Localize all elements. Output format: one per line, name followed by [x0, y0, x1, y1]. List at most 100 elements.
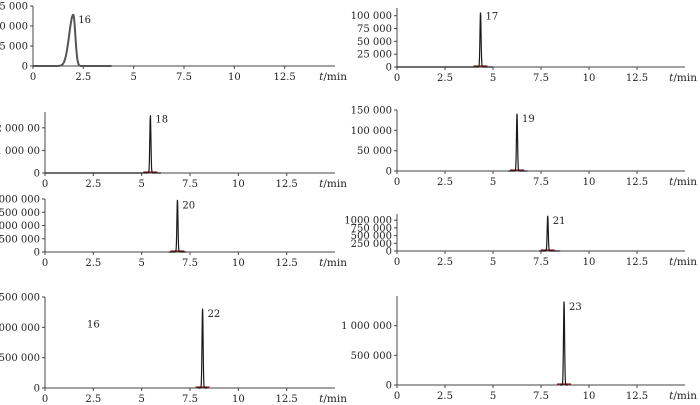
x-axis-variable: t	[319, 257, 324, 269]
chromatogram-trace	[559, 301, 569, 386]
chart-panel-p18: 0 1 000 00 2 000 00 0 2.5 5 7.5 10 12.5 t/min 18	[0, 112, 347, 190]
x-tick-label: 7.5	[176, 72, 192, 83]
peak-label: 21	[553, 216, 566, 227]
x-axis-variable: t	[669, 256, 674, 268]
x-axis-label: t/min	[319, 178, 347, 190]
x-axis-label: t/min	[669, 72, 697, 84]
x-axis-variable: t	[319, 178, 324, 190]
y-tick-label: 0	[386, 63, 392, 74]
x-axis-label: t/min	[669, 390, 697, 402]
x-axis-variable: t	[319, 393, 324, 405]
x-tick-label: 7.5	[533, 391, 549, 402]
x-tick-label: 10	[228, 72, 241, 83]
x-tick-label: 2.5	[437, 391, 453, 402]
y-tick-label: 5 000	[0, 42, 28, 53]
x-axis-variable: t	[319, 71, 324, 83]
x-tick-label: 12.5	[626, 73, 648, 84]
y-tick-label: 100 000	[351, 11, 392, 22]
x-axis-label: t/min	[669, 176, 697, 188]
x-tick-label: 2.5	[85, 394, 101, 405]
chromatogram-trace	[32, 13, 113, 67]
y-tick-label: 0	[386, 247, 392, 258]
x-axis-unit: /min	[673, 176, 697, 188]
x-tick-label: 5	[130, 72, 136, 83]
x-axis-label: t/min	[319, 257, 347, 269]
y-tick-label: 0	[386, 167, 392, 178]
y-tick-label: 1000 000	[344, 216, 392, 227]
y-tick-label: 0	[34, 169, 40, 180]
x-tick-label: 0	[394, 73, 400, 84]
x-axis-variable: t	[669, 390, 674, 402]
y-tick-label: 0	[34, 248, 40, 259]
x-axis-unit: /min	[323, 71, 347, 83]
x-tick-label: 2.5	[75, 72, 91, 83]
x-tick-label: 5	[490, 391, 496, 402]
chromatogram-trace	[538, 215, 561, 252]
y-tick-label: 2 000 000	[0, 195, 40, 206]
x-tick-label: 7.5	[533, 257, 549, 268]
chromatogram-trace	[168, 199, 187, 253]
y-tick-label: 250 000	[351, 239, 392, 250]
y-tick-label: 0	[22, 62, 28, 73]
x-axis-variable: t	[669, 176, 674, 188]
x-tick-label: 2.5	[85, 179, 101, 190]
y-tick-label: 10 000	[0, 22, 28, 33]
x-tick-label: 7.5	[533, 73, 549, 84]
chart-panel-p17: 0 25 000 50 000 75 000 100 000 0 2.5 5 7.5 10 12.5…	[351, 8, 697, 84]
x-tick-label: 10	[232, 179, 245, 190]
y-tick-label: 500 000	[351, 351, 392, 362]
x-tick-label: 12.5	[626, 257, 648, 268]
peak-label: 17	[486, 12, 499, 23]
peak-label: 16	[78, 15, 91, 26]
x-axis-unit: /min	[673, 256, 697, 268]
x-axis-unit: /min	[323, 257, 347, 269]
x-tick-label: 10	[583, 391, 596, 402]
peak-label: 18	[155, 114, 168, 125]
y-tick-label: 100 000	[351, 126, 392, 137]
chart-panel-p19: 0 50 000 100 000 150 000 0 2.5 5 7.5 10 12.5 t/min…	[351, 106, 698, 189]
y-tick-label: 50 000	[357, 37, 392, 48]
x-tick-label: 0	[30, 72, 36, 83]
chromatogram-trace	[507, 113, 529, 172]
chart-panel-p16: 0 5 000 10 000 15 000 0 2.5 5 7.5 10 12.5 t/min 16	[0, 2, 347, 84]
x-tick-label: 0	[394, 391, 400, 402]
y-tick-label: 0	[386, 381, 392, 392]
chart-panel-p20: 0 500 000 1 000 000 1 500 000 2 000 000 0 2.5 5…	[0, 195, 347, 270]
y-tick-label: 75 000	[357, 24, 392, 35]
x-tick-label: 0	[42, 258, 48, 269]
x-axis-unit: /min	[673, 390, 697, 402]
x-tick-label: 10	[583, 177, 596, 188]
y-tick-label: 1 000 00	[0, 146, 40, 157]
x-axis-label: t/min	[319, 393, 347, 405]
x-tick-label: 5	[138, 394, 144, 405]
y-tick-label: 0	[34, 384, 40, 395]
y-tick-label: 15 000	[0, 2, 28, 13]
x-axis-label: t/min	[669, 256, 697, 268]
annotation-label: 16	[87, 319, 100, 330]
x-tick-label: 2.5	[437, 73, 453, 84]
x-tick-label: 5	[490, 177, 496, 188]
y-tick-label: 1 000 000	[341, 321, 392, 332]
x-tick-label: 12.5	[276, 258, 298, 269]
y-tick-label: 500 000	[0, 234, 40, 245]
y-tick-label: 500 000	[351, 231, 392, 242]
peak-label: 22	[208, 309, 221, 320]
x-tick-label: 12.5	[276, 179, 298, 190]
x-tick-label: 0	[394, 257, 400, 268]
peak-label: 19	[522, 114, 535, 125]
y-tick-label: 750 000	[351, 223, 392, 234]
chart-panel-p22: 0 500 000 1 000 000 1 500 000 0 2.5 5 7.5 10 12.5…	[0, 293, 347, 405]
x-tick-label: 5	[138, 258, 144, 269]
x-tick-label: 7.5	[182, 179, 198, 190]
x-tick-label: 2.5	[437, 177, 453, 188]
x-axis-variable: t	[669, 72, 674, 84]
y-tick-label: 50 000	[357, 146, 392, 157]
x-axis-label: t/min	[319, 71, 347, 83]
chromatogram-trace	[197, 308, 208, 389]
x-tick-label: 2.5	[437, 257, 453, 268]
x-tick-label: 0	[42, 179, 48, 190]
peak-label: 20	[182, 200, 195, 211]
y-tick-label: 2 000 00	[0, 123, 40, 134]
y-tick-label: 1 000 000	[0, 221, 40, 232]
